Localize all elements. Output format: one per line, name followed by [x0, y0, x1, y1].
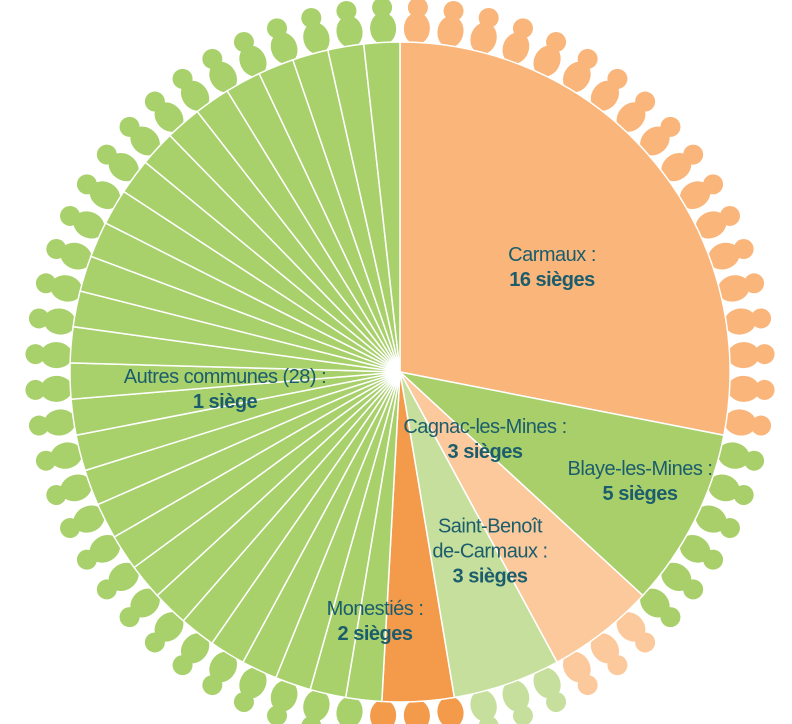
- person-head: [77, 550, 97, 570]
- person-head: [734, 239, 754, 259]
- person-head: [234, 692, 254, 712]
- person-head: [734, 485, 754, 505]
- person-head: [173, 69, 193, 89]
- person-head: [202, 675, 222, 695]
- category-label: Cagnac-les-Mines :: [403, 415, 566, 440]
- person-head: [607, 655, 627, 675]
- person-head: [744, 273, 764, 293]
- person-head: [234, 32, 254, 52]
- person-head: [755, 344, 775, 364]
- person-head: [25, 380, 45, 400]
- person-head: [120, 117, 140, 137]
- person-head: [683, 579, 703, 599]
- slice-label: Saint-Benoît de-Carmaux :3 sièges: [423, 515, 558, 590]
- person-head: [173, 655, 193, 675]
- person-head: [97, 579, 117, 599]
- category-label: Saint-Benoît de-Carmaux :: [423, 515, 558, 565]
- person-head: [46, 485, 66, 505]
- person-head: [703, 174, 723, 194]
- person-head: [29, 308, 49, 328]
- person-head: [607, 69, 627, 89]
- person-head: [301, 8, 321, 28]
- person-head: [635, 632, 655, 652]
- pie-slice: [400, 42, 730, 435]
- category-label: Carmaux :: [508, 243, 596, 268]
- value-label: 16 sièges: [508, 268, 596, 293]
- person-head: [578, 49, 598, 69]
- person-head: [145, 92, 165, 112]
- person-head: [202, 49, 222, 69]
- slice-label: Monestiés :2 sièges: [327, 597, 424, 647]
- value-label: 1 siège: [124, 390, 326, 415]
- person-head: [46, 239, 66, 259]
- slice-label: Cagnac-les-Mines :3 sièges: [403, 415, 566, 465]
- person-head: [546, 32, 566, 52]
- slice-label: Carmaux :16 sièges: [508, 243, 596, 293]
- person-head: [660, 117, 680, 137]
- person-head: [751, 308, 771, 328]
- slice-label: Blaye-les-Mines :5 sièges: [568, 457, 713, 507]
- person-head: [546, 692, 566, 712]
- person-head: [336, 1, 356, 21]
- person-head: [25, 344, 45, 364]
- person-head: [751, 416, 771, 436]
- person-head: [60, 206, 80, 226]
- person-head: [660, 607, 680, 627]
- person-head: [635, 92, 655, 112]
- category-label: Monestiés :: [327, 597, 424, 622]
- person-head: [36, 273, 56, 293]
- person-head: [444, 1, 464, 21]
- person-head: [744, 451, 764, 471]
- category-label: Blaye-les-Mines :: [568, 457, 713, 482]
- person-head: [513, 18, 533, 38]
- person-head: [120, 607, 140, 627]
- person-head: [97, 145, 117, 165]
- person-body: [369, 699, 397, 724]
- person-head: [755, 380, 775, 400]
- person-head: [703, 550, 723, 570]
- person-head: [720, 206, 740, 226]
- person-head: [683, 145, 703, 165]
- person-head: [720, 518, 740, 538]
- category-label: Autres communes (28) :: [124, 365, 326, 390]
- person-head: [479, 8, 499, 28]
- value-label: 3 sièges: [403, 440, 566, 465]
- person-head: [36, 451, 56, 471]
- value-label: 5 sièges: [568, 482, 713, 507]
- value-label: 3 sièges: [423, 565, 558, 590]
- person-head: [578, 675, 598, 695]
- value-label: 2 sièges: [327, 622, 424, 647]
- slice-label: Autres communes (28) :1 siège: [124, 365, 326, 415]
- person-head: [77, 174, 97, 194]
- person-body: [403, 699, 431, 724]
- person-head: [267, 18, 287, 38]
- page: Carmaux :16 sièges Blaye-les-Mines :5 siè…: [0, 0, 792, 724]
- person-head: [145, 632, 165, 652]
- person-head: [60, 518, 80, 538]
- person-head: [29, 416, 49, 436]
